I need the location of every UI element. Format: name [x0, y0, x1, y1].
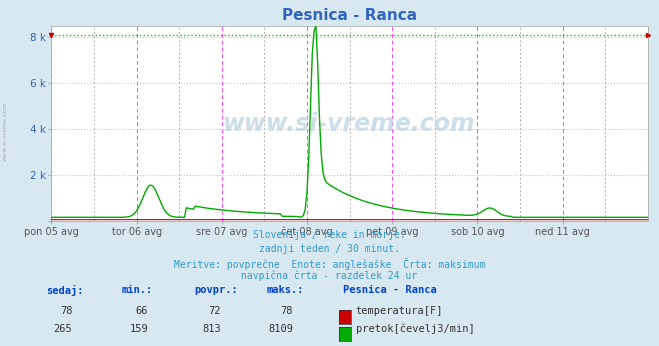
- Text: 159: 159: [130, 324, 148, 334]
- Text: temperatura[F]: temperatura[F]: [356, 306, 444, 316]
- Text: Meritve: povprečne  Enote: anglešaške  Črta: maksimum: Meritve: povprečne Enote: anglešaške Črt…: [174, 258, 485, 270]
- Title: Pesnica - Ranca: Pesnica - Ranca: [282, 8, 417, 24]
- Text: pretok[čevelj3/min]: pretok[čevelj3/min]: [356, 324, 474, 334]
- Text: sedaj:: sedaj:: [46, 285, 84, 297]
- Text: Pesnica - Ranca: Pesnica - Ranca: [343, 285, 436, 295]
- Text: zadnji teden / 30 minut.: zadnji teden / 30 minut.: [259, 244, 400, 254]
- Text: 72: 72: [208, 306, 221, 316]
- Text: Slovenija / reke in morje.: Slovenija / reke in morje.: [253, 230, 406, 240]
- Text: 8109: 8109: [268, 324, 293, 334]
- Text: www.si-vreme.com: www.si-vreme.com: [3, 102, 8, 161]
- Text: 813: 813: [202, 324, 221, 334]
- Text: 78: 78: [281, 306, 293, 316]
- Text: maks.:: maks.:: [267, 285, 304, 295]
- Text: navpična črta - razdelek 24 ur: navpična črta - razdelek 24 ur: [241, 271, 418, 281]
- Text: min.:: min.:: [122, 285, 153, 295]
- Text: 78: 78: [60, 306, 72, 316]
- Text: www.si-vreme.com: www.si-vreme.com: [223, 112, 476, 136]
- Text: povpr.:: povpr.:: [194, 285, 238, 295]
- Text: 265: 265: [54, 324, 72, 334]
- Text: 66: 66: [136, 306, 148, 316]
